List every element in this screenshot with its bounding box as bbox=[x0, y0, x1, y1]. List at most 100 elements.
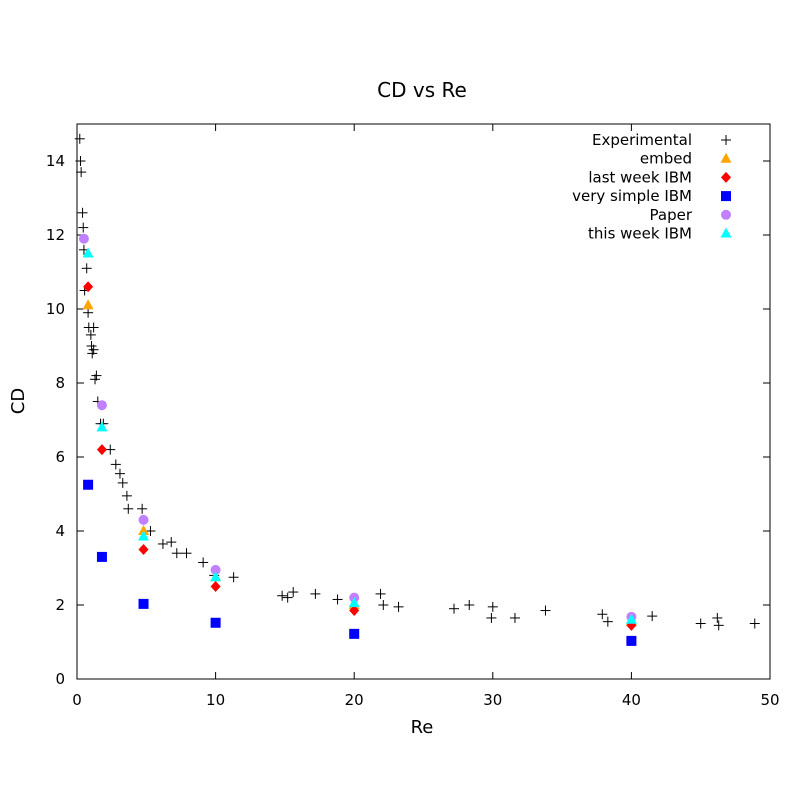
data-point bbox=[171, 548, 182, 559]
data-point bbox=[393, 601, 404, 612]
circle-shape bbox=[96, 400, 107, 411]
data-point bbox=[138, 530, 150, 541]
data-point bbox=[138, 514, 149, 525]
data-point bbox=[81, 263, 92, 274]
data-point bbox=[75, 156, 86, 166]
data-point bbox=[96, 444, 107, 456]
data-point bbox=[77, 207, 88, 218]
square-shape bbox=[83, 479, 94, 490]
chart-title: CD vs Re bbox=[377, 78, 467, 102]
circle-shape bbox=[721, 209, 731, 220]
data-point bbox=[74, 133, 85, 144]
diamond-shape bbox=[210, 581, 221, 592]
triangle-shape bbox=[348, 597, 360, 608]
data-point bbox=[288, 587, 299, 598]
legend-label: Paper bbox=[650, 206, 693, 224]
triangle-shape bbox=[720, 152, 732, 163]
x-tick-label: 50 bbox=[760, 691, 779, 709]
circle-shape bbox=[210, 564, 221, 575]
y-tick-label: 10 bbox=[46, 300, 65, 318]
data-point bbox=[82, 299, 94, 310]
data-point bbox=[540, 605, 551, 616]
data-point bbox=[96, 551, 107, 562]
square-shape bbox=[626, 635, 637, 646]
data-point bbox=[349, 605, 360, 617]
y-tick-label: 12 bbox=[46, 226, 65, 244]
data-point bbox=[91, 370, 102, 381]
data-point bbox=[181, 548, 192, 559]
data-point bbox=[76, 167, 87, 178]
data-point bbox=[625, 613, 637, 624]
data-point bbox=[123, 503, 134, 514]
legend-marker bbox=[720, 152, 732, 163]
data-point bbox=[138, 525, 150, 535]
data-point bbox=[117, 477, 128, 488]
triangle-shape bbox=[210, 571, 222, 582]
data-point bbox=[157, 538, 168, 549]
plot-area: 0 10 20 30 40 50 0 2 4 6 8 10 12 14 bbox=[46, 123, 780, 709]
legend-label: this week IBM bbox=[588, 225, 692, 243]
data-point bbox=[78, 233, 89, 244]
legend-marker bbox=[721, 135, 731, 145]
square-shape bbox=[210, 617, 221, 628]
triangle-shape bbox=[720, 227, 732, 238]
data-point bbox=[121, 490, 132, 501]
triangle-shape bbox=[138, 525, 150, 535]
legend-marker bbox=[721, 171, 731, 183]
data-point bbox=[96, 400, 107, 411]
data-point bbox=[375, 588, 386, 599]
y-tick-label: 6 bbox=[55, 448, 65, 466]
diamond-shape bbox=[138, 544, 149, 555]
diamond-shape bbox=[349, 605, 360, 617]
data-point bbox=[88, 322, 99, 333]
legend-label: very simple IBM bbox=[572, 187, 692, 205]
legend-marker bbox=[721, 209, 731, 220]
square-shape bbox=[96, 551, 107, 562]
legend-marker bbox=[721, 191, 731, 202]
y-tick-label: 8 bbox=[55, 374, 65, 392]
data-point bbox=[110, 459, 121, 470]
series-experimental bbox=[74, 133, 760, 631]
legend-label: embed bbox=[640, 150, 692, 168]
data-point bbox=[85, 329, 96, 340]
data-point bbox=[78, 222, 89, 233]
legend-marker bbox=[720, 227, 732, 238]
data-point bbox=[464, 600, 475, 610]
triangle-shape bbox=[138, 530, 150, 541]
diamond-shape bbox=[83, 281, 94, 293]
data-point bbox=[749, 618, 760, 629]
legend-label: last week IBM bbox=[588, 168, 692, 186]
data-point bbox=[83, 307, 94, 318]
y-tick-label: 4 bbox=[55, 522, 65, 540]
data-point bbox=[88, 344, 99, 355]
data-point bbox=[210, 564, 221, 575]
diamond-shape bbox=[96, 444, 107, 456]
diamond-shape bbox=[721, 171, 731, 183]
y-tick-label: 14 bbox=[46, 152, 65, 170]
data-point bbox=[277, 590, 288, 601]
x-tick-label: 30 bbox=[483, 691, 502, 709]
data-point bbox=[713, 620, 724, 631]
square-shape bbox=[721, 191, 731, 202]
data-point bbox=[509, 612, 520, 623]
data-point bbox=[348, 597, 360, 608]
data-point bbox=[349, 628, 360, 639]
series-this-week-ibm bbox=[82, 247, 637, 624]
series-very-simple-ibm bbox=[83, 479, 637, 646]
data-point bbox=[228, 572, 239, 583]
square-shape bbox=[349, 628, 360, 639]
data-point bbox=[210, 571, 222, 582]
data-point bbox=[448, 603, 459, 614]
triangle-shape bbox=[96, 421, 108, 432]
legend-label: Experimental bbox=[592, 131, 692, 149]
y-axis-label: CD bbox=[8, 388, 29, 414]
x-axis-label: Re bbox=[411, 717, 434, 738]
square-shape bbox=[138, 598, 149, 609]
data-point bbox=[166, 537, 177, 548]
data-point bbox=[487, 601, 498, 612]
data-point bbox=[486, 612, 497, 623]
data-point bbox=[138, 544, 149, 555]
